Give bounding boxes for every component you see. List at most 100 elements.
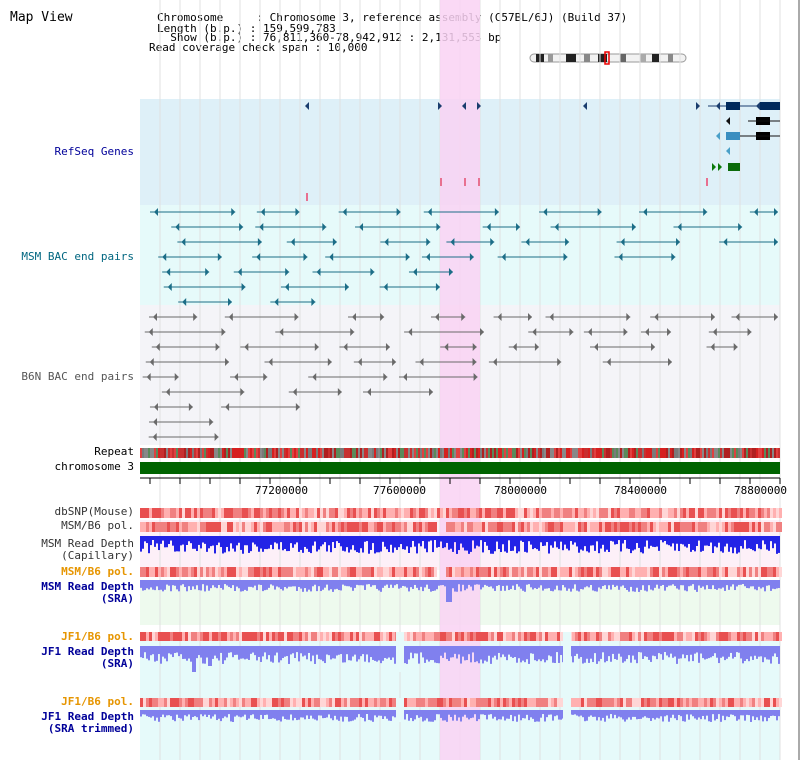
repeat-segment	[298, 448, 300, 458]
msm-sra-depth-bar	[284, 580, 286, 588]
jf1-depth-bar	[312, 646, 314, 656]
msm-pol-heat-cell	[308, 522, 311, 532]
repeat-segment	[296, 448, 298, 458]
jf1-pol-heat-cell	[380, 632, 383, 641]
jf1-trim-depth-bar	[526, 710, 528, 715]
jf1-trim-depth-bar	[404, 710, 406, 720]
msm-pol2-heat-cell	[701, 567, 704, 577]
msm-pol2-heat-cell	[602, 567, 605, 577]
jf1-pol-heat-cell	[368, 632, 371, 641]
jf1-depth-bar	[770, 646, 772, 664]
msm-bac-pair-end	[554, 223, 559, 231]
jf1-trim-depth-bar	[434, 710, 436, 721]
jf1-trim-depth-bar	[204, 710, 206, 715]
msm-sra-depth-bar	[690, 580, 692, 586]
jf1-depth-bar	[282, 646, 284, 659]
jf1-depth-bar	[684, 646, 686, 659]
msm-sra-depth-bar	[310, 580, 312, 592]
jf1-depth-bar	[604, 646, 606, 663]
msm-sra-depth-bar	[692, 580, 694, 585]
track-label-msm-bac[interactable]: MSM BAC end pairs	[21, 250, 134, 263]
msm-pol-heat-cell	[224, 522, 227, 532]
jf1-depth-bar	[652, 646, 654, 656]
jf1-depth-bar	[212, 646, 214, 659]
jf1-pol2-heat-cell	[209, 698, 212, 707]
jf1-pol2-heat-cell	[755, 698, 758, 707]
repeat-segment	[578, 448, 580, 458]
repeat-segment	[304, 448, 306, 458]
repeat-segment	[596, 448, 598, 458]
jf1-pol-heat-cell	[416, 632, 419, 641]
jf1-depth-bar	[586, 646, 588, 659]
msm-cap-depth-bar	[276, 536, 278, 544]
msm-pol-heat-cell	[740, 522, 743, 532]
b6n-bac-pair-end	[244, 343, 249, 351]
jf1-pol-heat-cell	[434, 632, 437, 641]
jf1-pol-heat-cell	[767, 632, 770, 641]
jf1-pol2-heat-cell	[161, 698, 164, 707]
msm-sra-depth-bar	[650, 580, 652, 590]
msm-cap-depth-bar	[204, 536, 206, 544]
jf1-pol-heat-cell	[527, 632, 530, 641]
repeat-segment	[232, 448, 234, 458]
msm-pol2-heat-cell	[176, 567, 179, 577]
repeat-segment	[624, 448, 626, 458]
msm-sra-depth-bar	[316, 580, 318, 592]
msm-cap-depth-bar	[528, 536, 530, 542]
dbsnp-heat-cell	[551, 508, 554, 518]
repeat-segment	[570, 448, 572, 458]
msm-pol2-heat-cell	[185, 567, 188, 577]
repeat-segment	[734, 448, 736, 458]
repeat-segment	[248, 448, 250, 458]
jf1-pol2-heat-cell	[251, 698, 254, 707]
dbsnp-heat-cell	[161, 508, 164, 518]
msm-bac-pair-end	[412, 268, 417, 276]
msm-pol2-heat-cell	[494, 567, 497, 577]
b6n-bac-pair-end	[292, 388, 297, 396]
msm-cap-depth-bar	[292, 536, 294, 548]
repeat-segment	[748, 448, 750, 458]
repeat-segment	[760, 448, 762, 458]
msm-sra-depth-bar	[680, 580, 682, 586]
jf1-pol2-heat-cell	[509, 698, 512, 707]
msm-cap-depth-bar	[496, 536, 498, 542]
jf1-depth-bar	[206, 646, 208, 658]
jf1-trim-depth-bar	[328, 710, 330, 715]
msm-cap-depth-bar	[164, 536, 166, 548]
msm-pol2-heat-cell	[617, 567, 620, 577]
jf1-pol-heat-cell	[734, 632, 737, 641]
jf1-trim-depth-bar	[318, 710, 320, 716]
msm-pol2-heat-cell	[626, 567, 629, 577]
msm-pol-heat-cell	[761, 522, 764, 532]
msm-pol2-heat-cell	[740, 567, 743, 577]
jf1-pol2-heat-cell	[416, 698, 419, 707]
repeat-segment	[716, 448, 718, 458]
msm-pol-heat-cell	[482, 522, 485, 532]
dbsnp-heat-cell	[566, 508, 569, 518]
msm-cap-depth-bar	[508, 536, 510, 541]
msm-cap-depth-bar	[150, 536, 152, 546]
jf1-depth-bar	[294, 646, 296, 659]
repeat-segment	[230, 448, 232, 458]
msm-cap-depth-bar	[552, 536, 554, 548]
msm-cap-depth-bar	[468, 536, 470, 554]
msm-pol-heat-cell	[386, 522, 389, 532]
repeat-segment	[750, 448, 752, 458]
jf1-trim-depth-bar	[446, 710, 448, 722]
jf1-pol-heat-cell	[626, 632, 629, 641]
b6n-bac-pair-end	[153, 313, 158, 321]
jf1-pol-heat-cell	[290, 632, 293, 641]
jf1-trim-depth-bar	[312, 710, 314, 719]
msm-sra-depth-bar	[620, 580, 622, 587]
jf1-trim-depth-bar	[220, 710, 222, 722]
dbsnp-heat-cell	[572, 508, 575, 518]
track-label-b6n-bac[interactable]: B6N BAC end pairs	[21, 370, 134, 383]
msm-pol2-heat-cell	[641, 567, 644, 577]
msm-pol-heat-cell	[773, 522, 776, 532]
track-label-refseq[interactable]: RefSeq Genes	[54, 145, 134, 158]
dbsnp-heat-cell	[413, 508, 416, 518]
msm-cap-depth-bar	[196, 536, 198, 552]
jf1-depth-bar	[148, 646, 150, 661]
msm-bac-pair-end	[274, 298, 279, 306]
